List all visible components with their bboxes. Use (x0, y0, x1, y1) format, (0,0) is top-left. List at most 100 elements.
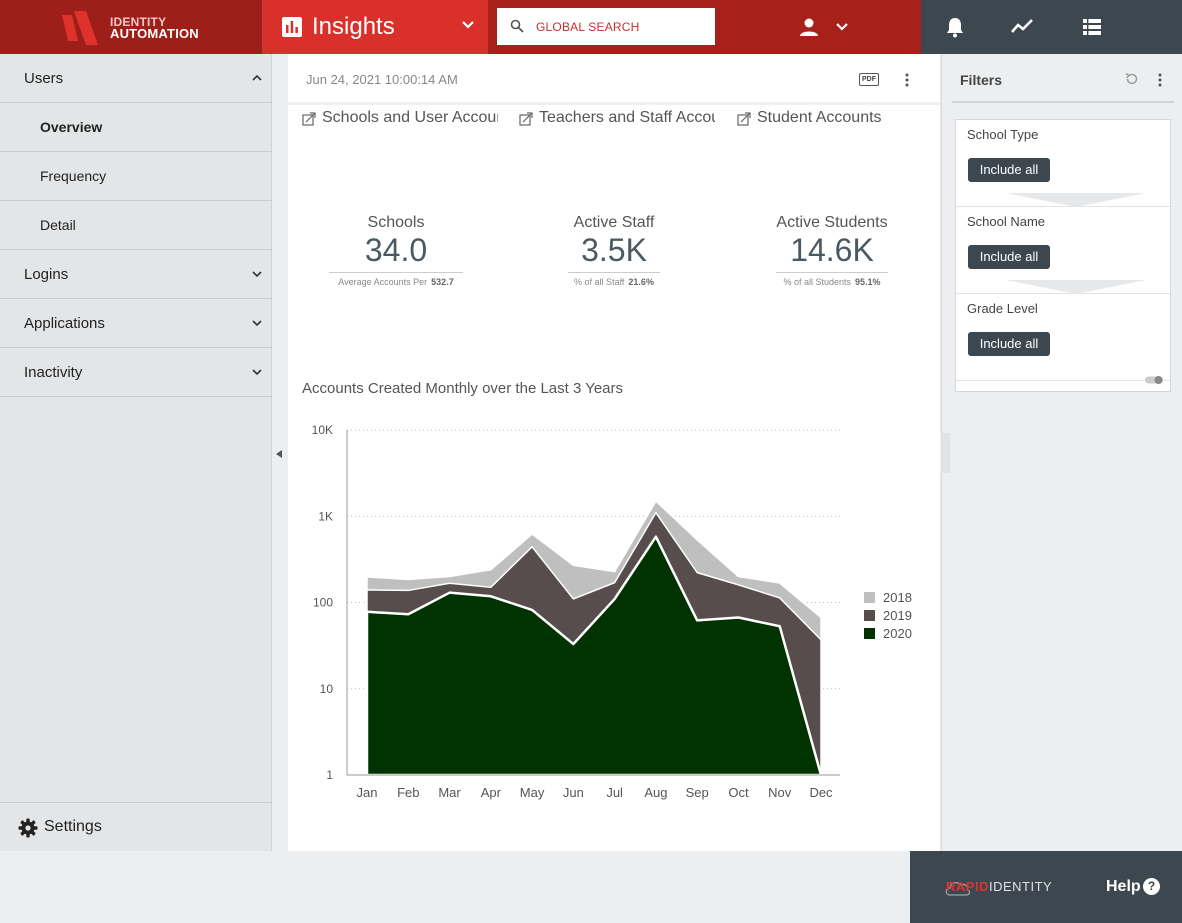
nav-item-users[interactable]: Users (0, 54, 272, 103)
nav-item-label: Applications (24, 315, 105, 332)
chevron-down-icon[interactable] (461, 18, 475, 32)
kpi-value: 14.6K (790, 232, 874, 268)
nav-item-overview[interactable]: Overview (0, 103, 272, 152)
nav-item-frequency[interactable]: Frequency (0, 152, 272, 201)
help-button[interactable]: Help (1106, 878, 1141, 895)
chevron-down-icon (836, 23, 848, 31)
tab-teachers-staff-accounts[interactable]: Teachers and Staff Accou (519, 108, 715, 130)
tab-schools-user-accounts[interactable]: Schools and User Accoun (302, 108, 498, 130)
x-tick-label: May (520, 785, 545, 800)
tab-label: Student Accounts (757, 109, 882, 126)
help-icon[interactable]: ? (1143, 878, 1160, 895)
kpi-sub-label: % of all Staff (574, 277, 625, 287)
external-link-icon (302, 112, 316, 126)
kpi-title: Active Students (776, 214, 888, 231)
kpi-value: 3.5K (581, 232, 647, 268)
external-link-icon (737, 112, 751, 126)
filter-school-name: School Name Include all (956, 207, 1170, 294)
kpi-sub-label: Average Accounts Per (338, 277, 428, 287)
kpi-divider (329, 272, 463, 273)
nav-item-applications[interactable]: Applications (0, 299, 272, 348)
rapididentity-logo: RAPIDIDENTITY (946, 879, 1052, 894)
x-tick-label: Nov (768, 785, 792, 800)
y-tick-label: 10K (312, 423, 333, 437)
main-content: Jun 24, 2021 10:00:14 AM PDF Schools and… (288, 54, 940, 851)
kpi-subtext: % of all Students 95.1% (762, 277, 902, 287)
kpi-divider (776, 272, 888, 273)
filter-label: School Name (967, 214, 1046, 229)
collapse-right-panel-handle[interactable] (941, 433, 950, 473)
nav-item-label: Overview (40, 119, 103, 135)
settings-button[interactable]: Settings (0, 802, 272, 851)
nav-item-inactivity[interactable]: Inactivity (0, 348, 272, 397)
filter-value-button[interactable]: Include all (968, 332, 1050, 356)
nav-item-logins[interactable]: Logins (0, 250, 272, 299)
reset-icon[interactable] (1124, 71, 1140, 87)
more-options-icon[interactable] (1156, 72, 1164, 88)
chevron-down-icon (252, 369, 262, 376)
filter-value-button[interactable]: Include all (968, 158, 1050, 182)
list-icon[interactable] (1080, 15, 1104, 39)
pdf-export-icon[interactable]: PDF (859, 73, 879, 86)
filters-panel: Filters School Type Include all School N… (941, 54, 1182, 851)
filter-school-type: School Type Include all (956, 120, 1170, 207)
tab-label: Teachers and Staff Accou (539, 109, 715, 126)
chevron-up-icon (252, 74, 262, 81)
brand-line-2: AUTOMATION (110, 26, 199, 41)
x-tick-label: Dec (809, 785, 833, 800)
nav-item-label: Inactivity (24, 364, 83, 381)
brand-line-1: IDENTITY (110, 15, 167, 29)
nav-item-label: Users (24, 70, 64, 87)
more-options-icon[interactable] (903, 72, 911, 88)
tab-student-accounts[interactable]: Student Accounts (737, 108, 907, 130)
y-tick-label: 100 (313, 596, 333, 610)
kpi-subtext: % of all Staff 21.6% (544, 277, 684, 287)
filter-flow-arrow (1006, 280, 1146, 294)
kpi-sub-value: 95.1% (855, 277, 881, 287)
kpi-divider (568, 272, 660, 273)
kpi-title: Active Staff (573, 214, 655, 231)
identity-automation-logo-icon (62, 11, 98, 45)
user-menu[interactable] (798, 14, 854, 40)
x-tick-label: Oct (728, 785, 749, 800)
x-tick-label: Jan (357, 785, 378, 800)
top-bar: IDENTITY AUTOMATION Insights GLOBAL SEAR… (0, 0, 1182, 54)
nav-item-label: Logins (24, 266, 69, 283)
filters-title: Filters (960, 72, 1003, 88)
trending-icon[interactable] (1010, 15, 1034, 39)
bar-chart-icon (282, 17, 302, 37)
toggle-switch[interactable] (1144, 375, 1164, 385)
external-link-icon (519, 112, 533, 126)
x-tick-label: Apr (481, 785, 502, 800)
nav-item-detail[interactable]: Detail (0, 201, 272, 250)
brand-name: IDENTITY AUTOMATION (110, 16, 199, 40)
collapse-left-panel-icon[interactable] (275, 449, 283, 459)
global-search[interactable]: GLOBAL SEARCH (497, 8, 715, 45)
footer-bar: RAPIDIDENTITY Help ? (910, 851, 1182, 923)
search-input[interactable]: GLOBAL SEARCH (536, 20, 640, 34)
kpi-sub-value: 21.6% (628, 277, 654, 287)
filter-list: School Type Include all School Name Incl… (955, 119, 1171, 392)
x-tick-label: Mar (438, 785, 461, 800)
brand-rapid: RAPID (946, 879, 989, 894)
kpi-schools: Schools 34.0 Average Accounts Per 532.7 (326, 214, 466, 287)
area-series-2020 (365, 535, 823, 777)
chevron-down-icon (252, 271, 262, 278)
left-navigation: Users Overview Frequency Detail Logins A… (0, 54, 272, 851)
y-tick-label: 10 (320, 682, 334, 696)
brand-logo[interactable]: IDENTITY AUTOMATION (0, 0, 262, 54)
filter-value-button[interactable]: Include all (968, 245, 1050, 269)
kpi-sub-value: 532.7 (431, 277, 454, 287)
x-tick-label: Feb (397, 785, 419, 800)
legend-swatch-2020 (864, 628, 875, 639)
x-tick-label: Jun (563, 785, 584, 800)
notifications-icon[interactable] (943, 15, 967, 39)
report-timestamp: Jun 24, 2021 10:00:14 AM (306, 72, 458, 87)
chart-title: Accounts Created Monthly over the Last 3… (302, 380, 624, 397)
settings-label: Settings (44, 818, 102, 835)
search-icon (510, 19, 524, 33)
x-tick-label: Jul (606, 785, 623, 800)
app-switcher[interactable]: Insights (262, 0, 488, 54)
kpi-sub-label: % of all Students (783, 277, 851, 287)
gear-icon (18, 818, 38, 838)
